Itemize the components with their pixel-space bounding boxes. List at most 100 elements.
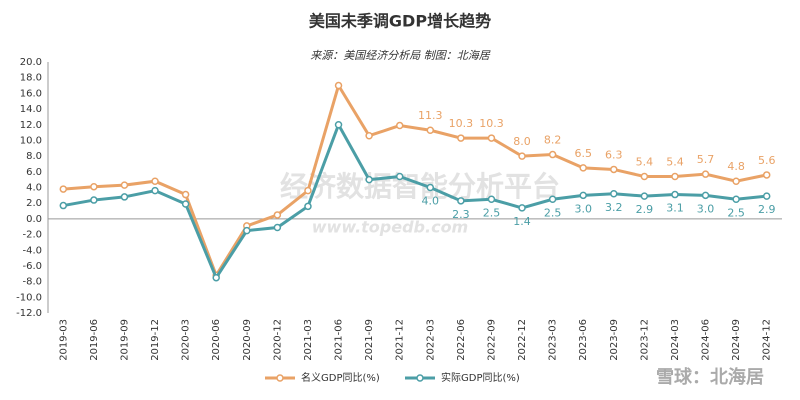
data-point (243, 226, 251, 235)
data-point (304, 186, 312, 195)
legend-swatch (416, 374, 424, 382)
x-tick-label: 2019-12 (150, 319, 161, 361)
data-point (610, 165, 618, 174)
y-tick-label: 18.0 (20, 73, 42, 84)
data-point (151, 177, 159, 185)
data-point (487, 134, 496, 142)
data-point (640, 192, 649, 200)
data-label: 6.5 (574, 147, 592, 160)
data-point (762, 171, 771, 179)
data-point (273, 211, 282, 219)
x-tick-label: 2024-09 (731, 319, 742, 361)
data-point (426, 126, 435, 134)
data-point (548, 150, 557, 159)
y-tick-label: 4.0 (26, 183, 42, 194)
x-tick-label: 2023-03 (548, 319, 559, 361)
chart-title: 美国未季调GDP增长趋势 (309, 12, 491, 31)
x-tick-label: 2019-06 (89, 319, 100, 361)
x-tick-label: 2021-09 (364, 319, 375, 361)
y-tick-label: -10.0 (16, 292, 42, 303)
data-label: 3.0 (697, 202, 715, 215)
y-tick-label: 20.0 (20, 57, 42, 68)
y-tick-label: -12.0 (16, 308, 42, 319)
data-point (701, 191, 710, 200)
x-tick-label: 2020-12 (272, 319, 283, 361)
data-label: 6.3 (605, 148, 623, 161)
data-point (457, 197, 465, 205)
data-point (212, 273, 220, 282)
data-point (610, 190, 618, 198)
x-tick-label: 2024-12 (762, 319, 773, 361)
data-label: 4.8 (727, 160, 745, 173)
x-tick-label: 2021-12 (395, 319, 406, 361)
data-label: 2.3 (452, 208, 470, 221)
data-label: 2.9 (758, 203, 776, 216)
x-tick-label: 2022-12 (517, 319, 528, 361)
data-point (518, 152, 526, 160)
data-point (151, 186, 159, 195)
x-tick-label: 2020-09 (242, 319, 253, 361)
y-tick-label: 8.0 (26, 151, 42, 162)
data-point (732, 177, 740, 185)
data-point (640, 172, 649, 181)
data-point (487, 195, 496, 204)
y-tick-label: -8.0 (22, 277, 42, 288)
data-label: 4.0 (422, 195, 440, 208)
data-point (548, 195, 557, 204)
data-point (59, 201, 68, 210)
y-tick-label: 0.0 (26, 214, 42, 225)
data-point (90, 182, 98, 191)
x-tick-label: 2022-03 (425, 319, 436, 361)
data-point (457, 134, 465, 142)
x-tick-label: 2021-06 (334, 319, 345, 361)
data-label: 5.4 (636, 156, 654, 169)
watermark: 经济数据智能分析平台 (280, 170, 560, 203)
y-tick-label: 16.0 (20, 88, 42, 99)
x-tick-label: 2023-12 (639, 319, 650, 361)
data-point (181, 200, 190, 208)
x-tick-label: 2023-09 (609, 319, 620, 361)
x-tick-label: 2024-06 (701, 319, 712, 361)
x-tick-label: 2023-06 (578, 319, 589, 361)
x-tick-label: 2022-06 (456, 319, 467, 361)
data-point (701, 170, 710, 178)
data-label: 5.6 (758, 154, 776, 167)
data-label: 8.2 (544, 134, 562, 147)
data-point (365, 175, 373, 184)
x-tick-label: 2019-03 (58, 319, 69, 361)
y-tick-label: 14.0 (20, 104, 42, 115)
watermark: 雪球：北海居 (656, 366, 764, 388)
y-tick-label: 2.0 (26, 198, 42, 209)
data-point (90, 196, 98, 204)
data-label: 3.2 (605, 201, 623, 214)
data-point (120, 181, 129, 189)
series-line (63, 121, 767, 281)
data-point (671, 172, 679, 181)
data-label: 5.7 (697, 153, 715, 166)
y-tick-label: -2.0 (22, 230, 42, 241)
x-tick-label: 2020-03 (181, 319, 192, 361)
data-label: 5.4 (666, 156, 684, 169)
data-label: 11.3 (418, 109, 443, 122)
data-label: 2.5 (483, 206, 501, 219)
data-point (732, 195, 740, 204)
legend-label: 实际GDP同比(%) (441, 371, 520, 384)
y-tick-label: -6.0 (22, 261, 42, 272)
watermark: www.topedb.com (312, 218, 468, 237)
data-label: 10.3 (479, 117, 504, 130)
data-point (762, 192, 771, 200)
data-point (59, 185, 68, 193)
chart-subtitle: 来源：美国经济分析局 制图：北海居 (310, 49, 490, 62)
data-point (395, 121, 404, 130)
data-point (181, 190, 190, 199)
y-tick-label: 6.0 (26, 167, 42, 178)
data-label: 8.0 (513, 135, 531, 148)
x-tick-label: 2019-09 (119, 319, 130, 361)
data-label: 10.3 (449, 117, 474, 130)
y-tick-label: 10.0 (20, 135, 42, 146)
data-label: 3.1 (666, 202, 684, 215)
x-tick-label: 2021-03 (303, 319, 314, 361)
data-point (579, 164, 587, 172)
data-point (273, 223, 282, 232)
